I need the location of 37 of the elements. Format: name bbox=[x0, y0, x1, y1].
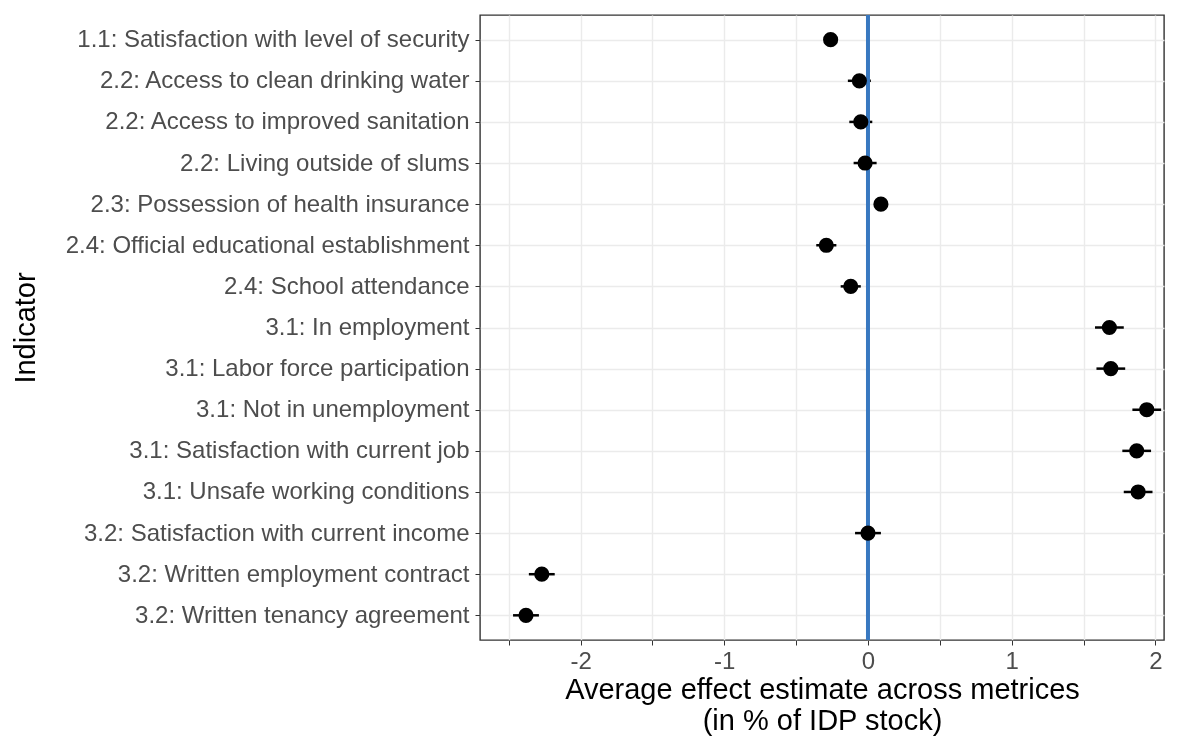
point bbox=[823, 32, 839, 48]
y-tick-label: 3.1: Unsafe working conditions bbox=[142, 477, 470, 505]
point bbox=[853, 114, 869, 130]
y-tick-label: 3.1: Not in unemployment bbox=[196, 395, 470, 423]
x-tick-label: -1 bbox=[714, 646, 736, 674]
y-tick-label: 3.2: Written tenancy agreement bbox=[135, 600, 470, 628]
y-tick-label: 1.1: Satisfaction with level of security bbox=[77, 25, 470, 53]
x-tick-label: 2 bbox=[1149, 646, 1163, 674]
point bbox=[518, 607, 534, 623]
x-tick-label: 0 bbox=[861, 646, 876, 674]
point bbox=[857, 155, 873, 171]
point bbox=[818, 237, 834, 253]
y-tick-label: 3.2: Satisfaction with current income bbox=[83, 518, 470, 546]
point bbox=[873, 196, 889, 212]
y-tick-label: 3.2: Written employment contract bbox=[117, 559, 470, 587]
y-tick-label: 2.3: Possession of health insurance bbox=[90, 189, 470, 217]
point bbox=[1103, 361, 1119, 377]
point bbox=[851, 73, 867, 89]
point bbox=[1130, 484, 1146, 500]
y-tick-label: 2.2: Access to clean drinking water bbox=[99, 66, 470, 94]
point bbox=[1129, 443, 1145, 459]
y-axis-title: Indicator bbox=[8, 272, 41, 384]
point bbox=[860, 525, 876, 541]
y-tick-label: 3.1: Satisfaction with current job bbox=[129, 436, 470, 464]
x-tick-label: -2 bbox=[570, 646, 592, 674]
y-tick-label: 3.1: In employment bbox=[265, 313, 470, 340]
y-tick-label: 2.2: Access to improved sanitation bbox=[105, 107, 470, 135]
x-axis-title: Average effect estimate across metrices (in % of IDP stock) bbox=[565, 672, 1080, 736]
y-tick-label: 2.4: Official educational establishment bbox=[65, 230, 470, 258]
y-tick-label: 2.2: Living outside of slums bbox=[180, 148, 470, 176]
point bbox=[534, 566, 550, 582]
x-tick-label: 1 bbox=[1005, 646, 1019, 674]
point bbox=[843, 278, 859, 294]
y-tick-label: 2.4: School attendance bbox=[223, 271, 470, 299]
y-tick-label: 3.1: Labor force participation bbox=[165, 354, 470, 382]
point bbox=[1101, 319, 1117, 336]
point bbox=[1139, 402, 1155, 418]
